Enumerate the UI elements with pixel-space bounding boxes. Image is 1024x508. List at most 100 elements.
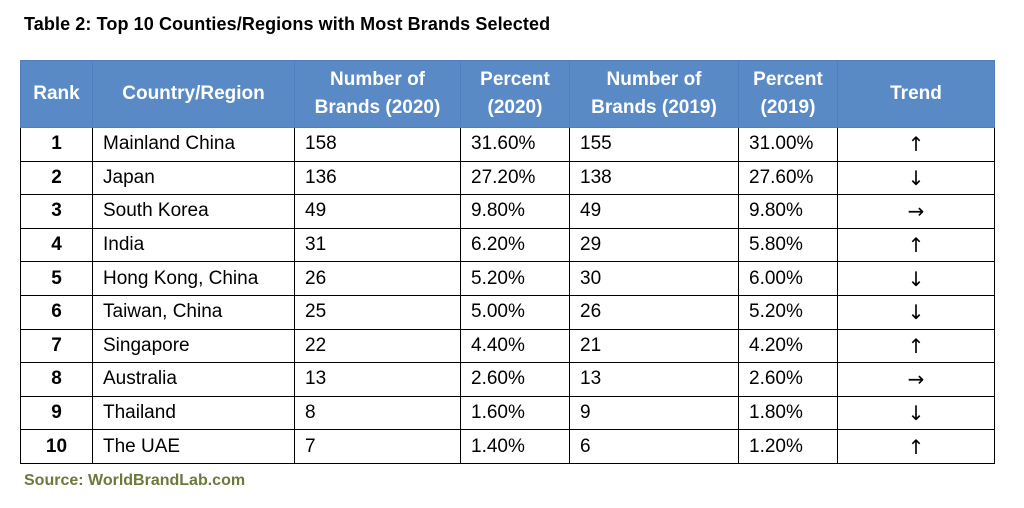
header-percent-2020: Percent (2020) [460, 60, 570, 128]
country-cell: Thailand [92, 395, 295, 431]
brands-2019-cell: 29 [569, 227, 739, 263]
percent-2020-cell: 5.00% [460, 294, 570, 330]
percent-2020-cell: 5.20% [460, 261, 570, 296]
brands-2019-cell: 155 [569, 127, 739, 162]
country-cell: Mainland China [92, 127, 295, 162]
table-row: 6 Taiwan, China 25 5.00% 26 5.20% ↓ [20, 294, 995, 330]
rank-cell: 8 [20, 362, 93, 397]
table-row: 2 Japan 136 27.20% 138 27.60% ↓ [20, 160, 995, 196]
country-cell: Singapore [92, 328, 295, 364]
brands-2019-cell: 9 [569, 395, 739, 431]
percent-2020-cell: 6.20% [460, 227, 570, 263]
table-row: 7 Singapore 22 4.40% 21 4.20% ↑ [20, 328, 995, 364]
percent-2020-cell: 31.60% [460, 127, 570, 162]
percent-2020-cell: 1.60% [460, 395, 570, 431]
arrow-down-icon: ↓ [837, 294, 995, 330]
header-trend: Trend [837, 60, 995, 128]
brands-2019-cell: 49 [569, 194, 739, 229]
table-row: 3 South Korea 49 9.80% 49 9.80% → [20, 194, 995, 229]
arrow-down-icon: ↓ [837, 395, 995, 431]
rank-cell: 1 [20, 127, 93, 162]
header-row: Rank Country/Region Number of Brands (20… [20, 60, 995, 128]
brands-2019-cell: 26 [569, 294, 739, 330]
percent-2019-cell: 27.60% [738, 160, 838, 196]
brands-2020-cell: 7 [294, 429, 461, 464]
brands-2020-cell: 8 [294, 395, 461, 431]
rank-cell: 9 [20, 395, 93, 431]
header-brands-2020: Number of Brands (2020) [294, 60, 461, 128]
header-brands-2020-line2: Brands (2020) [314, 97, 441, 118]
source-note: Source: WorldBrandLab.com [24, 472, 246, 489]
percent-2019-cell: 5.80% [738, 227, 838, 263]
brands-2020-cell: 26 [294, 261, 461, 296]
table-row: 10 The UAE 7 1.40% 6 1.20% ↑ [20, 429, 995, 464]
country-cell: Hong Kong, China [92, 261, 295, 296]
percent-2020-cell: 4.40% [460, 328, 570, 364]
percent-2019-cell: 1.20% [738, 429, 838, 464]
percent-2019-cell: 5.20% [738, 294, 838, 330]
brands-2019-cell: 13 [569, 362, 739, 397]
rank-cell: 7 [20, 328, 93, 364]
brands-2020-cell: 49 [294, 194, 461, 229]
brands-2020-cell: 25 [294, 294, 461, 330]
header-percent-2020-line1: Percent [480, 69, 550, 90]
table-row: 1 Mainland China 158 31.60% 155 31.00% ↑ [20, 127, 995, 162]
percent-2020-cell: 1.40% [460, 429, 570, 464]
percent-2019-cell: 6.00% [738, 261, 838, 296]
rank-cell: 2 [20, 160, 93, 196]
rank-cell: 3 [20, 194, 93, 229]
rank-cell: 5 [20, 261, 93, 296]
brands-2020-cell: 22 [294, 328, 461, 364]
header-brands-2019-line1: Number of [606, 69, 702, 90]
brands-table: Rank Country/Region Number of Brands (20… [20, 60, 995, 464]
arrow-up-icon: ↑ [837, 429, 995, 464]
arrow-up-icon: ↑ [837, 227, 995, 263]
country-cell: Taiwan, China [92, 294, 295, 330]
arrow-up-icon: ↑ [837, 127, 995, 162]
brands-2019-cell: 30 [569, 261, 739, 296]
table-header: Rank Country/Region Number of Brands (20… [20, 60, 995, 128]
header-brands-2019-line2: Brands (2019) [591, 97, 717, 118]
percent-2020-cell: 2.60% [460, 362, 570, 397]
brands-2019-cell: 6 [569, 429, 739, 464]
rank-cell: 4 [20, 227, 93, 263]
table-row: 9 Thailand 8 1.60% 9 1.80% ↓ [20, 395, 995, 431]
rank-cell: 10 [20, 429, 93, 464]
header-country: Country/Region [92, 60, 295, 128]
header-percent-2019: Percent (2019) [738, 60, 838, 128]
arrow-down-icon: ↓ [837, 261, 995, 296]
percent-2020-cell: 9.80% [460, 194, 570, 229]
table-body: 1 Mainland China 158 31.60% 155 31.00% ↑… [20, 127, 995, 464]
percent-2019-cell: 9.80% [738, 194, 838, 229]
table-row: 8 Australia 13 2.60% 13 2.60% → [20, 362, 995, 397]
percent-2019-cell: 1.80% [738, 395, 838, 431]
brands-2020-cell: 13 [294, 362, 461, 397]
arrow-right-icon: → [837, 362, 995, 397]
country-cell: India [92, 227, 295, 263]
table-row: 4 India 31 6.20% 29 5.80% ↑ [20, 227, 995, 263]
brands-2020-cell: 31 [294, 227, 461, 263]
brands-2019-cell: 21 [569, 328, 739, 364]
header-brands-2019: Number of Brands (2019) [569, 60, 739, 128]
header-rank: Rank [20, 60, 93, 128]
country-cell: Japan [92, 160, 295, 196]
header-brands-2020-line1: Number of [330, 69, 425, 90]
table-row: 5 Hong Kong, China 26 5.20% 30 6.00% ↓ [20, 261, 995, 296]
header-percent-2020-line2: (2020) [487, 97, 543, 118]
header-percent-2019-line1: Percent [753, 69, 823, 90]
percent-2019-cell: 31.00% [738, 127, 838, 162]
arrow-up-icon: ↑ [837, 328, 995, 364]
percent-2019-cell: 2.60% [738, 362, 838, 397]
rank-cell: 6 [20, 294, 93, 330]
brands-2019-cell: 138 [569, 160, 739, 196]
header-percent-2019-line2: (2019) [760, 97, 816, 118]
country-cell: The UAE [92, 429, 295, 464]
percent-2020-cell: 27.20% [460, 160, 570, 196]
brands-2020-cell: 136 [294, 160, 461, 196]
country-cell: Australia [92, 362, 295, 397]
percent-2019-cell: 4.20% [738, 328, 838, 364]
country-cell: South Korea [92, 194, 295, 229]
arrow-right-icon: → [837, 194, 995, 229]
arrow-down-icon: ↓ [837, 160, 995, 196]
table-title: Table 2: Top 10 Counties/Regions with Mo… [24, 14, 551, 34]
